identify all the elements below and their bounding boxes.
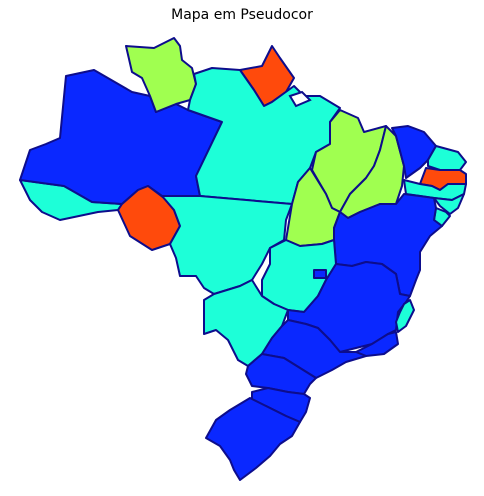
state-ceara[interactable] bbox=[391, 125, 437, 179]
state-espirito-santo[interactable] bbox=[395, 299, 415, 333]
state-rio-grande-do-norte[interactable] bbox=[427, 145, 467, 171]
state-sao-paulo[interactable] bbox=[261, 319, 367, 379]
map-title: Mapa em Pseudocor bbox=[171, 7, 313, 23]
state-alagoas[interactable] bbox=[433, 193, 465, 215]
state-rio-grande-do-sul[interactable] bbox=[205, 397, 301, 481]
state-distrito-federal[interactable] bbox=[313, 269, 327, 279]
island-shape bbox=[288, 90, 312, 108]
